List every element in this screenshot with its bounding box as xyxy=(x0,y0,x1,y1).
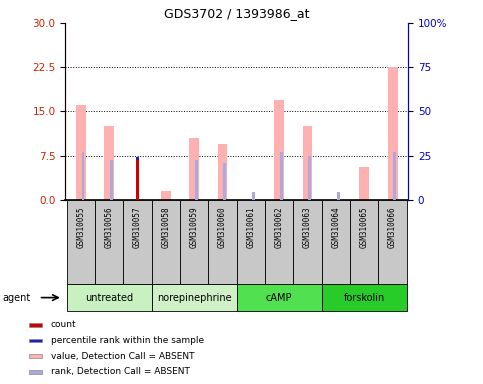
Text: GSM310059: GSM310059 xyxy=(190,207,199,248)
Bar xyxy=(28,354,42,358)
Text: cAMP: cAMP xyxy=(266,293,292,303)
Bar xyxy=(217,144,227,200)
Text: value, Detection Call = ABSENT: value, Detection Call = ABSENT xyxy=(51,352,194,361)
Bar xyxy=(152,284,237,311)
Text: GSM310057: GSM310057 xyxy=(133,207,142,248)
Bar xyxy=(265,200,293,284)
Text: GSM310062: GSM310062 xyxy=(275,207,284,248)
Bar xyxy=(195,160,198,200)
Bar xyxy=(337,192,340,200)
Text: agent: agent xyxy=(2,293,30,303)
Bar xyxy=(76,106,86,200)
Title: GDS3702 / 1393986_at: GDS3702 / 1393986_at xyxy=(164,7,310,20)
Bar xyxy=(95,200,123,284)
Text: rank, Detection Call = ABSENT: rank, Detection Call = ABSENT xyxy=(51,367,190,376)
Bar xyxy=(180,200,208,284)
Bar xyxy=(28,339,42,342)
Text: GSM310061: GSM310061 xyxy=(246,207,256,248)
Bar xyxy=(67,284,152,311)
Bar xyxy=(293,200,322,284)
Text: GSM310056: GSM310056 xyxy=(105,207,114,248)
Bar xyxy=(67,200,95,284)
Bar xyxy=(350,200,378,284)
Bar xyxy=(322,284,407,311)
Bar xyxy=(189,138,199,200)
Text: GSM310066: GSM310066 xyxy=(388,207,397,248)
Text: untreated: untreated xyxy=(85,293,133,303)
Text: norepinephrine: norepinephrine xyxy=(157,293,231,303)
Text: forskolin: forskolin xyxy=(343,293,385,303)
Text: GSM310065: GSM310065 xyxy=(360,207,369,248)
Bar xyxy=(387,67,398,200)
Text: GSM310064: GSM310064 xyxy=(331,207,341,248)
Bar xyxy=(28,370,42,374)
Bar xyxy=(237,284,322,311)
Bar xyxy=(280,152,283,200)
Text: GSM310055: GSM310055 xyxy=(76,207,85,248)
Bar xyxy=(152,200,180,284)
Bar xyxy=(28,323,42,327)
Bar xyxy=(223,162,226,200)
Bar xyxy=(378,200,407,284)
Bar xyxy=(110,160,113,200)
Bar xyxy=(161,191,171,200)
Text: GSM310058: GSM310058 xyxy=(161,207,170,248)
Bar xyxy=(302,126,313,200)
Bar xyxy=(393,152,396,200)
Bar xyxy=(274,99,284,200)
Bar xyxy=(322,200,350,284)
Text: percentile rank within the sample: percentile rank within the sample xyxy=(51,336,204,345)
Bar xyxy=(208,200,237,284)
Bar xyxy=(308,156,311,200)
Text: GSM310063: GSM310063 xyxy=(303,207,312,248)
Bar xyxy=(237,200,265,284)
Bar xyxy=(359,167,369,200)
Bar xyxy=(252,192,255,200)
Text: count: count xyxy=(51,320,76,329)
Bar xyxy=(123,200,152,284)
Bar xyxy=(82,152,85,200)
Bar xyxy=(136,160,139,200)
Bar xyxy=(136,157,139,160)
Text: GSM310060: GSM310060 xyxy=(218,207,227,248)
Bar xyxy=(104,126,114,200)
